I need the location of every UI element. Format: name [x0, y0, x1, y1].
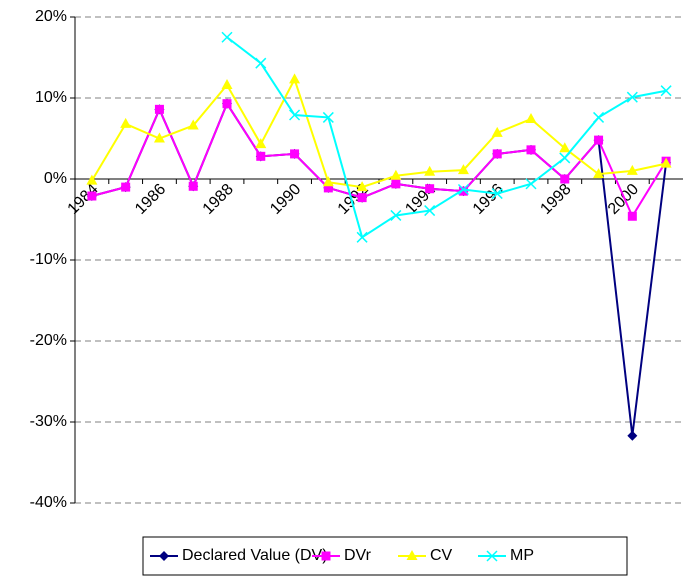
- marker: [424, 205, 436, 217]
- marker: [627, 430, 638, 441]
- marker: [424, 165, 436, 176]
- marker: [222, 99, 232, 109]
- marker: [626, 164, 638, 175]
- x-tick-label: 1986: [132, 181, 169, 218]
- marker: [356, 181, 368, 192]
- y-tick-label: -30%: [30, 413, 67, 430]
- marker: [357, 193, 367, 203]
- marker: [188, 181, 198, 191]
- marker: [660, 157, 672, 168]
- y-tick-label: -20%: [30, 332, 67, 349]
- marker: [593, 168, 605, 179]
- legend-label: CV: [430, 547, 453, 564]
- marker: [121, 182, 131, 192]
- marker: [457, 183, 469, 196]
- marker: [391, 179, 401, 189]
- y-tick-label: -40%: [30, 494, 67, 511]
- marker: [256, 151, 266, 161]
- marker: [660, 85, 672, 97]
- marker: [221, 31, 233, 43]
- marker: [187, 119, 199, 130]
- series-line: [226, 36, 667, 239]
- legend-marker: [486, 550, 498, 562]
- marker: [390, 169, 402, 180]
- y-tick-label: 20%: [35, 8, 67, 25]
- series-line: [91, 76, 667, 189]
- legend-marker: [406, 550, 418, 560]
- legend-label: Declared Value (DV): [182, 547, 328, 564]
- series-line: [91, 101, 667, 219]
- marker: [559, 142, 571, 153]
- marker: [491, 188, 503, 200]
- marker: [290, 149, 300, 159]
- marker: [560, 174, 570, 184]
- marker: [322, 111, 334, 123]
- marker: [255, 57, 267, 69]
- marker: [154, 104, 164, 114]
- marker: [627, 211, 637, 221]
- marker: [289, 73, 301, 84]
- marker: [323, 183, 333, 193]
- legend-box: [142, 536, 628, 576]
- marker: [626, 91, 638, 103]
- y-tick-label: 10%: [35, 89, 67, 106]
- marker: [593, 111, 605, 123]
- legend-label: DVr: [344, 547, 372, 564]
- marker: [525, 113, 537, 124]
- marker: [559, 152, 571, 164]
- marker: [221, 79, 233, 90]
- marker: [86, 174, 98, 185]
- marker: [255, 138, 267, 149]
- marker: [322, 176, 334, 187]
- x-tick-label: 1990: [267, 181, 304, 218]
- y-tick-label: 0%: [44, 170, 67, 187]
- marker: [390, 209, 402, 221]
- marker: [120, 117, 132, 128]
- x-tick-label: 1988: [200, 181, 237, 218]
- marker: [153, 132, 165, 143]
- marker: [425, 184, 435, 194]
- marker: [525, 178, 537, 190]
- marker: [491, 126, 503, 137]
- legend-marker: [159, 551, 169, 561]
- legend-marker: [321, 551, 331, 561]
- marker: [492, 149, 502, 159]
- marker: [457, 164, 469, 175]
- marker: [526, 145, 536, 155]
- marker: [87, 191, 97, 201]
- marker: [458, 186, 468, 196]
- legend-label: MP: [510, 547, 534, 564]
- x-tick-label: 1996: [470, 181, 507, 218]
- marker: [594, 135, 604, 145]
- x-tick-label: 1998: [537, 181, 574, 218]
- marker: [289, 109, 301, 121]
- marker: [356, 231, 368, 243]
- y-tick-label: -10%: [30, 251, 67, 268]
